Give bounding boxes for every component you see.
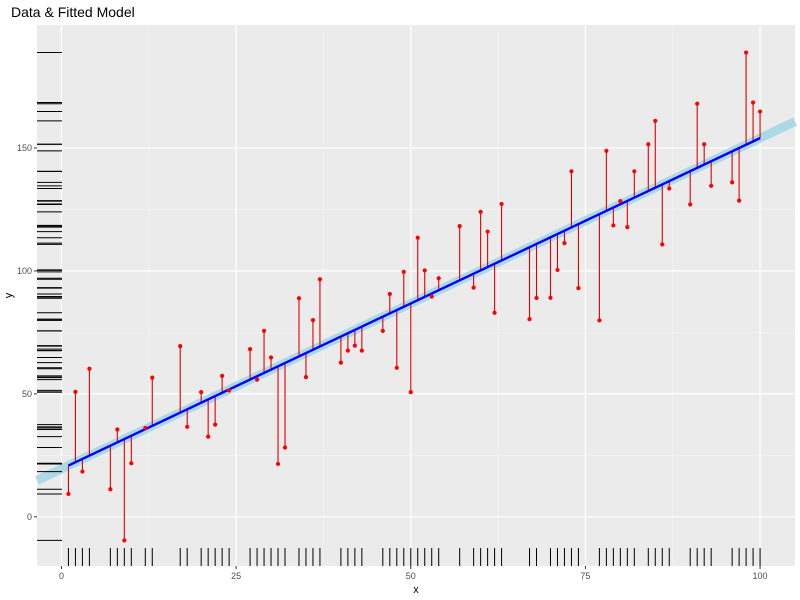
data-point <box>757 109 763 114</box>
data-point <box>485 229 490 234</box>
x-axis: 0 25 50 75 100 <box>59 566 768 581</box>
x-tick-label: 75 <box>580 571 590 581</box>
data-point <box>576 286 581 291</box>
data-point <box>282 445 288 450</box>
data-point <box>310 317 316 323</box>
data-point <box>737 198 742 203</box>
data-point <box>527 317 532 322</box>
data-point <box>660 242 665 247</box>
data-point <box>199 390 204 395</box>
data-point <box>471 285 476 290</box>
data-point <box>743 50 749 55</box>
rug-y <box>37 52 62 541</box>
data-point <box>380 328 385 334</box>
fitted-line-segment <box>67 137 761 467</box>
data-point <box>87 366 92 371</box>
data-point <box>625 225 630 230</box>
x-tick-label: 25 <box>231 571 241 581</box>
data-point <box>296 296 302 301</box>
data-point <box>387 291 392 297</box>
data-point <box>185 424 190 429</box>
data-point <box>750 100 756 105</box>
data-point <box>73 389 78 394</box>
data-point <box>80 469 85 474</box>
data-point <box>143 425 148 431</box>
y-axis: 0 50 100 150 <box>17 143 37 522</box>
data-point <box>178 344 183 349</box>
x-tick-label: 0 <box>59 571 64 581</box>
data-point <box>597 318 602 323</box>
data-point <box>129 461 134 466</box>
data-point <box>303 375 309 380</box>
data-point <box>220 373 225 379</box>
data-point <box>534 295 539 301</box>
data-point <box>730 180 735 185</box>
data-point <box>275 461 281 467</box>
data-point <box>345 348 350 353</box>
data-point <box>122 538 127 543</box>
data-point <box>611 223 616 228</box>
data-point <box>66 491 71 497</box>
data-point <box>408 390 413 395</box>
grid-minor <box>37 25 795 566</box>
data-points <box>66 50 763 543</box>
data-point <box>317 277 323 282</box>
rug-x <box>67 548 761 566</box>
data-point <box>457 224 462 229</box>
y-tick-label: 0 <box>27 512 32 522</box>
data-point <box>569 169 574 174</box>
plot-panel <box>37 25 795 566</box>
data-point <box>415 235 420 240</box>
data-point <box>268 355 274 360</box>
data-point <box>604 148 609 154</box>
data-point <box>436 276 441 281</box>
data-point <box>667 186 672 191</box>
data-point <box>150 375 155 380</box>
data-point <box>499 201 504 207</box>
data-point <box>618 198 623 204</box>
data-point <box>108 487 113 492</box>
data-point <box>562 241 567 246</box>
data-point <box>695 101 700 106</box>
data-point <box>702 142 707 147</box>
data-point <box>632 169 637 174</box>
y-tick-label: 50 <box>22 389 32 399</box>
data-point <box>646 142 651 147</box>
data-point <box>352 343 357 348</box>
data-point <box>247 347 253 352</box>
data-point <box>115 427 120 432</box>
data-point <box>429 294 434 299</box>
data-point <box>478 209 483 214</box>
x-tick-label: 50 <box>406 571 416 581</box>
data-point <box>688 202 693 207</box>
y-tick-label: 150 <box>17 143 32 153</box>
data-point <box>555 267 560 273</box>
y-tick-label: 100 <box>17 266 32 276</box>
data-point <box>254 377 260 382</box>
data-point <box>548 295 553 300</box>
data-point <box>206 434 211 439</box>
x-axis-title: x <box>413 584 419 596</box>
x-tick-label: 100 <box>753 571 768 581</box>
fitted-line <box>67 137 761 467</box>
y-axis-title: y <box>3 292 15 298</box>
data-point <box>261 328 267 334</box>
data-point <box>422 268 427 273</box>
data-point <box>492 310 497 315</box>
data-point <box>709 183 714 188</box>
data-point <box>213 422 218 427</box>
chart-title: Data & Fitted Model <box>11 4 135 20</box>
data-point <box>359 348 364 353</box>
data-point <box>401 269 406 274</box>
data-point <box>338 360 343 365</box>
data-point <box>394 365 399 370</box>
data-point <box>653 118 658 124</box>
data-point <box>227 388 232 393</box>
residuals <box>67 52 761 541</box>
